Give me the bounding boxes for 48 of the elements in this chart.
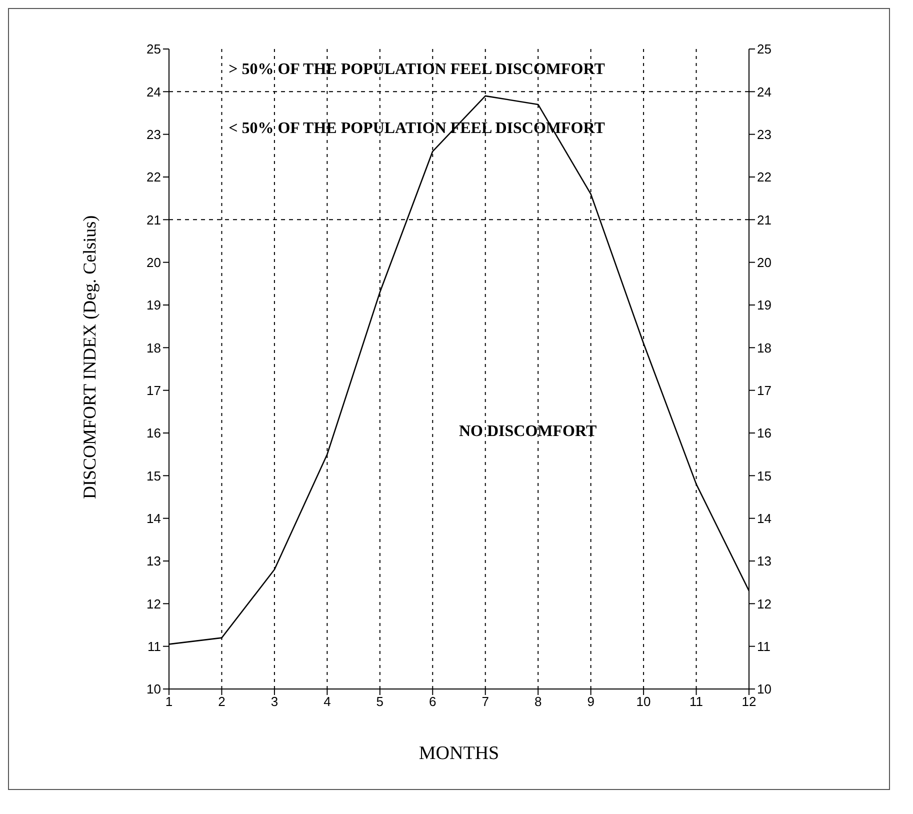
annotation: NO DISCOMFORT (458, 423, 598, 441)
y-tick-label: 14 (146, 510, 161, 526)
y2-tick-label: 13 (757, 554, 772, 569)
y2-tick-label: 11 (757, 638, 770, 654)
x-tick-label: 7 (482, 694, 489, 710)
y-tick-label: 18 (146, 340, 161, 356)
x-axis-title: MONTHS (418, 743, 500, 764)
y-tick-label: 22 (146, 170, 161, 185)
x-tick-label: 1 (165, 694, 173, 710)
y2-tick-label: 10 (757, 682, 772, 697)
y-tick-label: 10 (146, 682, 161, 697)
x-tick-label: 5 (376, 694, 384, 710)
y2-tick-label: 22 (757, 170, 772, 185)
y2-tick-label: 23 (757, 126, 772, 142)
x-tick-label: 12 (742, 694, 756, 710)
y2-tick-label: 15 (757, 468, 772, 484)
y-tick-label: 12 (146, 596, 161, 612)
x-tick-label: 2 (218, 694, 226, 710)
x-tick-label: 4 (324, 694, 331, 710)
y-axis-title: DISCOMFORT INDEX (Deg. Celsius) (79, 215, 100, 499)
y-tick-label: 17 (146, 382, 161, 398)
y2-tick-label: 21 (757, 212, 772, 228)
y2-tick-label: 14 (757, 510, 772, 526)
y-tick-label: 19 (146, 298, 161, 313)
y2-tick-label: 18 (757, 340, 772, 356)
x-tick-label: 8 (534, 694, 542, 710)
y2-tick-label: 19 (757, 298, 772, 313)
y2-tick-label: 25 (757, 42, 772, 57)
y-tick-label: 23 (146, 126, 161, 142)
y-tick-label: 11 (148, 638, 161, 654)
x-tick-label: 3 (270, 694, 278, 710)
annotation: > 50% OF THE POPULATION FEEL DISCOMFORT (228, 61, 606, 80)
y2-tick-label: 16 (757, 426, 772, 441)
y-tick-label: 16 (146, 426, 161, 441)
y-tick-label: 21 (146, 212, 161, 228)
y2-tick-label: 12 (757, 596, 772, 612)
x-tick-label: 6 (429, 694, 436, 710)
y2-tick-label: 24 (757, 84, 772, 100)
y-tick-label: 13 (146, 554, 161, 569)
x-tick-label: 11 (690, 694, 704, 710)
y-tick-label: 20 (146, 254, 161, 270)
y-tick-label: 15 (146, 468, 161, 484)
y-tick-label: 25 (146, 42, 161, 57)
y2-tick-label: 20 (757, 254, 772, 270)
y2-tick-label: 17 (757, 382, 772, 398)
x-tick-label: 9 (587, 694, 594, 710)
y-tick-label: 24 (146, 84, 161, 100)
x-tick-label: 10 (636, 694, 651, 710)
